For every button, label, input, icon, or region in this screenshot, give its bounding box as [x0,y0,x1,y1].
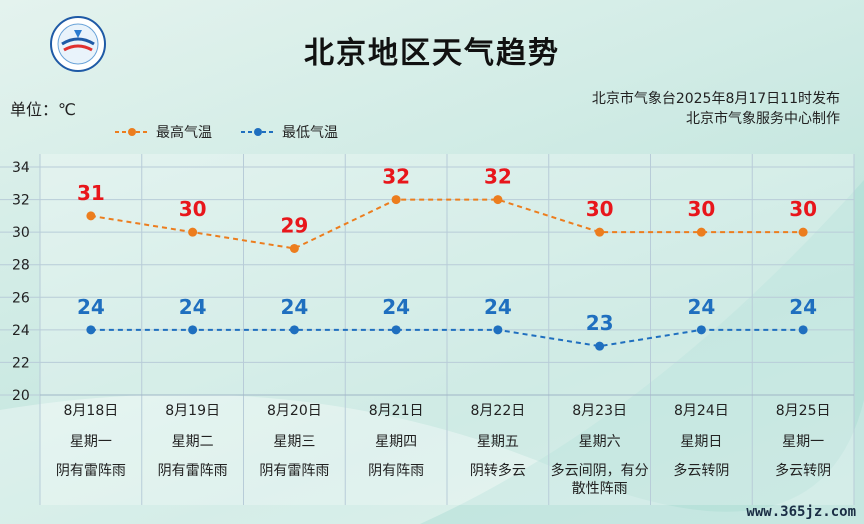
y-tick-label: 26 [12,290,30,306]
y-tick-label: 28 [12,258,30,274]
data-point-high [696,227,706,237]
data-point-low [493,325,503,335]
data-label-high: 31 [77,181,105,205]
data-point-high [86,211,96,221]
x-tick-weekday: 星期三 [273,434,316,450]
unit-label: 单位：℃ [10,100,76,119]
x-tick-weather: 多云转阴 [673,463,730,479]
y-tick-label: 30 [12,225,30,241]
watermark: www.365jz.com [746,504,856,520]
data-point-low [86,325,96,335]
data-point-low [391,325,401,335]
x-tick-date: 8月19日 [165,403,220,419]
y-tick-label: 20 [12,388,30,404]
x-tick-date: 8月23日 [572,403,627,419]
data-label-high: 30 [179,197,207,221]
data-label-high: 30 [687,197,715,221]
legend-high-label: 最高气温 [156,125,212,141]
x-tick-date: 8月18日 [63,403,119,419]
x-tick-weekday: 星期四 [375,434,418,450]
data-point-high [188,227,198,237]
issuer-credit: 北京市气象台2025年8月17日11时发布 [591,91,840,107]
x-tick-weekday: 星期一 [69,434,112,450]
x-tick-weather: 阴有雷阵雨 [55,463,126,479]
data-label-high: 29 [280,213,308,237]
data-point-high [595,227,605,237]
data-point-high [493,195,503,205]
data-point-low [188,325,198,335]
data-point-low [595,341,605,351]
x-tick-date: 8月20日 [267,403,322,419]
chart-title: 北京地区天气趋势 [304,36,560,71]
x-tick-weather: 阴有阵雨 [368,463,425,479]
x-tick-weather: 多云转阴 [775,463,832,479]
background-swoosh [420,180,864,524]
data-point-high [798,227,808,237]
legend-low-label: 最低气温 [282,125,338,141]
x-tick-weather: 多云间阴，有分散性阵雨 [550,463,649,497]
legend-high-marker-icon [115,128,149,136]
x-tick-date: 8月24日 [674,403,729,419]
legend-high-temp: 最高气温 [114,122,212,142]
data-label-low: 24 [789,295,817,319]
y-tick-label: 34 [12,160,30,176]
legend-low-temp: 最低气温 [240,122,338,142]
x-tick-weather: 阴有雷阵雨 [157,463,228,479]
series-line-high [90,198,804,250]
x-tick-weather: 阴有雷阵雨 [259,463,330,479]
x-tick-weekday: 星期二 [171,434,214,450]
x-tick-date: 8月22日 [470,403,526,419]
data-label-low: 24 [687,295,715,319]
data-label-low: 24 [77,295,105,319]
y-tick-label: 24 [12,323,30,339]
data-label-low: 24 [179,295,207,319]
data-label-low: 24 [382,295,410,319]
data-point-high [391,195,401,205]
series-line-low [90,328,804,348]
data-label-low: 24 [280,295,308,319]
data-label-low: 23 [586,311,614,335]
y-tick-label: 22 [12,355,30,371]
data-point-low [798,325,808,335]
x-tick-weekday: 星期五 [476,434,519,450]
background-swoosh [0,394,864,524]
data-label-high: 30 [789,197,817,221]
data-label-high: 30 [586,197,614,221]
data-label-low: 24 [484,295,512,319]
legend-low-marker-icon [241,128,275,136]
data-point-high [289,243,299,253]
y-tick-label: 32 [12,193,30,209]
data-label-high: 32 [484,165,512,189]
data-point-low [289,325,299,335]
data-point-low [696,325,706,335]
meteorological-service-logo-icon [50,16,106,72]
x-tick-date: 8月25日 [775,403,831,419]
x-tick-weekday: 星期日 [680,434,723,450]
x-tick-weekday: 星期一 [782,434,825,450]
x-tick-weekday: 星期六 [578,434,621,450]
x-tick-date: 8月21日 [368,403,424,419]
producer-credit: 北京市气象服务中心制作 [686,111,840,127]
data-label-high: 32 [382,165,410,189]
x-tick-weather: 阴转多云 [469,463,526,479]
